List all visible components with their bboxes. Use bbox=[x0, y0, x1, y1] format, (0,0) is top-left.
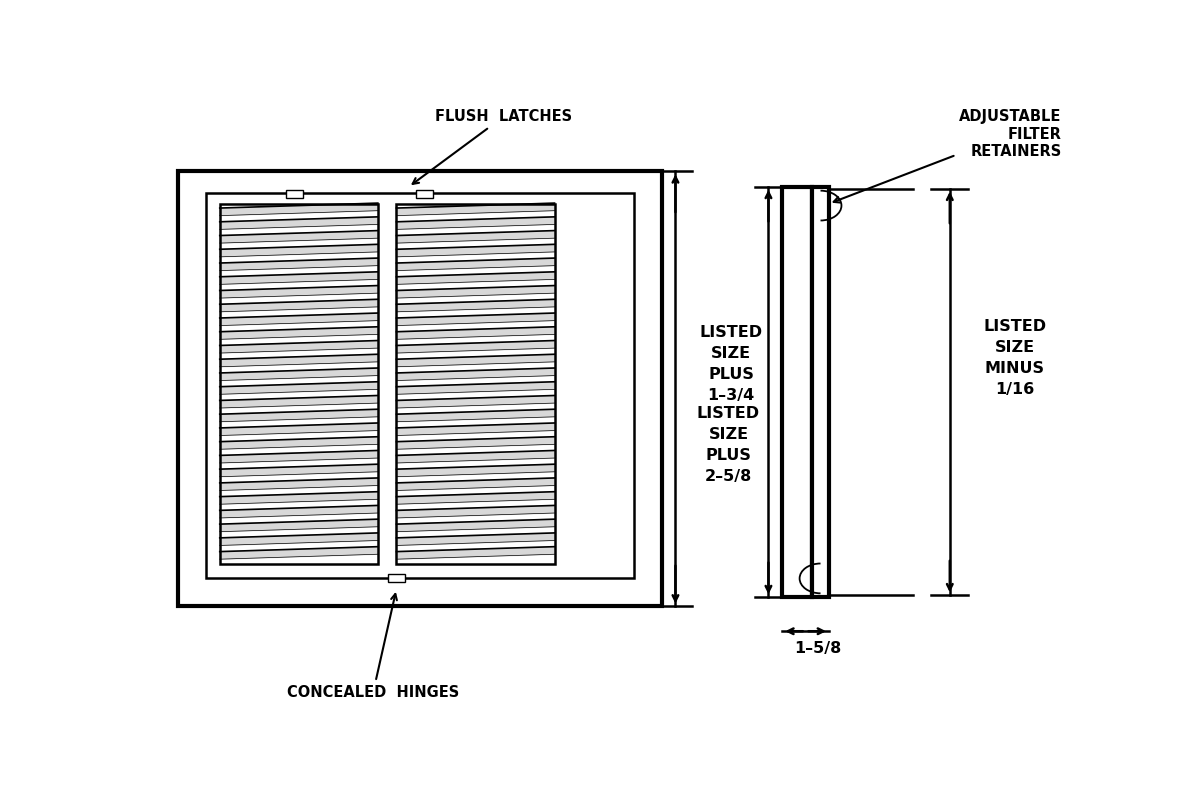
Polygon shape bbox=[396, 341, 554, 353]
Polygon shape bbox=[396, 464, 554, 477]
Bar bbox=[396, 204, 554, 563]
Polygon shape bbox=[220, 341, 378, 353]
Text: CONCEALED  HINGES: CONCEALED HINGES bbox=[287, 594, 460, 700]
Polygon shape bbox=[220, 546, 378, 559]
Polygon shape bbox=[220, 395, 378, 408]
Polygon shape bbox=[396, 217, 554, 229]
Polygon shape bbox=[396, 519, 554, 532]
Polygon shape bbox=[396, 409, 554, 422]
Text: ADJUSTABLE
FILTER
RETAINERS: ADJUSTABLE FILTER RETAINERS bbox=[834, 109, 1062, 203]
Bar bbox=[286, 190, 302, 199]
Polygon shape bbox=[220, 368, 378, 381]
Text: FLUSH  LATCHES: FLUSH LATCHES bbox=[413, 109, 572, 184]
Text: LISTED
SIZE
MINUS
1/16: LISTED SIZE MINUS 1/16 bbox=[983, 319, 1046, 397]
Polygon shape bbox=[396, 286, 554, 298]
Polygon shape bbox=[220, 409, 378, 422]
Polygon shape bbox=[396, 258, 554, 270]
Polygon shape bbox=[396, 533, 554, 546]
Polygon shape bbox=[396, 437, 554, 449]
Polygon shape bbox=[396, 354, 554, 366]
Text: LISTED
SIZE
PLUS
2–5/8: LISTED SIZE PLUS 2–5/8 bbox=[697, 406, 760, 484]
Polygon shape bbox=[220, 437, 378, 449]
Polygon shape bbox=[220, 286, 378, 298]
Polygon shape bbox=[396, 382, 554, 395]
Bar bbox=[206, 193, 634, 579]
Polygon shape bbox=[396, 327, 554, 339]
Polygon shape bbox=[220, 533, 378, 546]
Polygon shape bbox=[396, 368, 554, 381]
Polygon shape bbox=[220, 491, 378, 504]
Polygon shape bbox=[220, 258, 378, 270]
Polygon shape bbox=[396, 505, 554, 518]
Polygon shape bbox=[220, 313, 378, 325]
Bar bbox=[416, 190, 433, 199]
Polygon shape bbox=[396, 203, 554, 215]
Polygon shape bbox=[220, 478, 378, 491]
Polygon shape bbox=[396, 546, 554, 559]
Bar bbox=[220, 204, 378, 563]
Polygon shape bbox=[396, 245, 554, 257]
Bar bbox=[812, 187, 829, 597]
Polygon shape bbox=[220, 203, 378, 215]
Polygon shape bbox=[396, 423, 554, 436]
Polygon shape bbox=[220, 505, 378, 518]
Polygon shape bbox=[220, 423, 378, 436]
Polygon shape bbox=[396, 395, 554, 408]
Text: LISTED
SIZE
PLUS
1–3/4: LISTED SIZE PLUS 1–3/4 bbox=[700, 325, 763, 403]
Polygon shape bbox=[220, 245, 378, 257]
Bar bbox=[782, 187, 812, 597]
Polygon shape bbox=[220, 519, 378, 532]
Polygon shape bbox=[396, 299, 554, 312]
Polygon shape bbox=[396, 231, 554, 243]
Polygon shape bbox=[396, 313, 554, 325]
Polygon shape bbox=[396, 478, 554, 491]
Polygon shape bbox=[220, 231, 378, 243]
Polygon shape bbox=[396, 272, 554, 284]
Polygon shape bbox=[220, 217, 378, 229]
Polygon shape bbox=[220, 450, 378, 463]
Polygon shape bbox=[220, 354, 378, 366]
Polygon shape bbox=[220, 299, 378, 312]
Polygon shape bbox=[220, 327, 378, 339]
Polygon shape bbox=[220, 272, 378, 284]
Polygon shape bbox=[220, 464, 378, 477]
Polygon shape bbox=[220, 382, 378, 395]
Bar bbox=[178, 171, 661, 606]
Polygon shape bbox=[396, 491, 554, 504]
Polygon shape bbox=[396, 450, 554, 463]
Bar bbox=[388, 575, 404, 583]
Text: 1–5/8: 1–5/8 bbox=[794, 641, 841, 655]
